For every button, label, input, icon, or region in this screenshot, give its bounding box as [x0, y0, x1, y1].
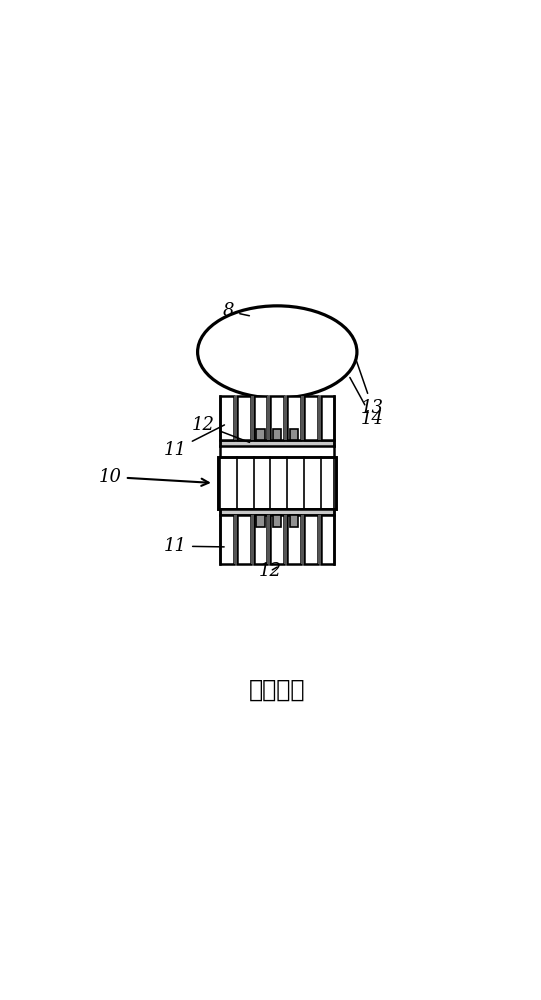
- Text: 11: 11: [164, 537, 224, 555]
- Bar: [287, 515, 301, 564]
- Bar: [267, 515, 270, 564]
- Bar: [220, 396, 234, 440]
- Bar: [301, 515, 304, 564]
- Bar: [237, 515, 250, 564]
- Bar: [234, 396, 237, 440]
- Bar: [219, 457, 336, 509]
- Bar: [321, 396, 334, 440]
- Bar: [220, 440, 334, 446]
- Bar: [287, 396, 301, 440]
- Bar: [250, 515, 254, 564]
- Bar: [304, 515, 318, 564]
- Bar: [254, 515, 267, 564]
- Text: 8: 8: [223, 302, 249, 320]
- Bar: [270, 515, 284, 564]
- Bar: [220, 515, 234, 564]
- Bar: [270, 396, 284, 440]
- Text: 13: 13: [356, 359, 384, 417]
- Bar: [254, 396, 267, 440]
- Bar: [321, 515, 334, 564]
- Bar: [273, 515, 281, 527]
- Bar: [256, 429, 265, 440]
- Bar: [234, 515, 237, 564]
- Text: 11: 11: [164, 425, 225, 459]
- Bar: [273, 429, 281, 440]
- Bar: [284, 515, 287, 564]
- Bar: [301, 396, 304, 440]
- Text: 12: 12: [192, 416, 249, 442]
- Text: 14: 14: [350, 377, 384, 428]
- Bar: [290, 429, 298, 440]
- Bar: [304, 396, 318, 440]
- Text: 10: 10: [99, 468, 209, 486]
- Bar: [237, 396, 250, 440]
- Bar: [318, 396, 321, 440]
- Bar: [220, 509, 334, 515]
- Bar: [318, 515, 321, 564]
- Bar: [250, 396, 254, 440]
- Text: 现有技术: 现有技术: [249, 677, 306, 701]
- Text: 12: 12: [259, 562, 281, 580]
- Bar: [290, 515, 298, 527]
- Bar: [267, 396, 270, 440]
- Bar: [256, 515, 265, 527]
- Bar: [284, 396, 287, 440]
